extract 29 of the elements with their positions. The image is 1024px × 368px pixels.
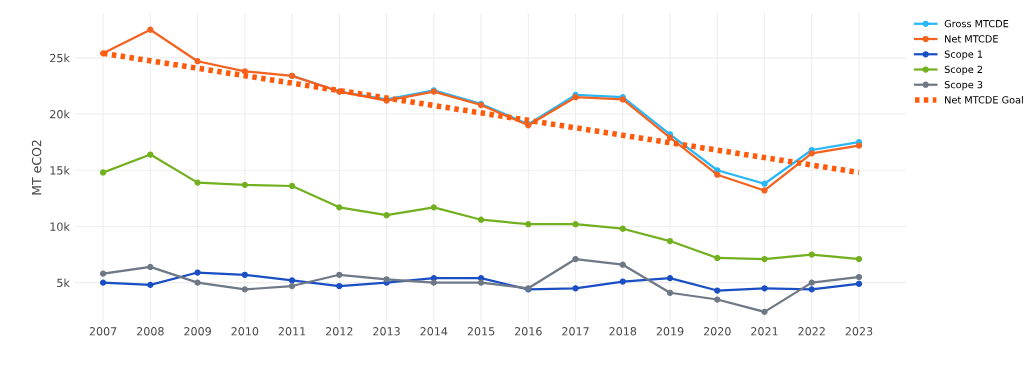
x-tick-label: 2017	[562, 327, 589, 336]
legend-label: Gross MTCDE	[944, 19, 1009, 28]
x-tick-label: 2015	[467, 327, 495, 336]
x-tick-label: 2021	[751, 327, 778, 336]
x-tick-label: 2008	[137, 327, 164, 336]
x-tick-label: 2013	[373, 327, 400, 336]
x-tick-label: 2012	[325, 327, 353, 336]
x-tick-label: 2007	[89, 327, 117, 336]
x-tick-label: 2019	[656, 327, 684, 336]
x-tick-label: 2022	[798, 327, 825, 336]
x-tick-label: 2009	[184, 327, 211, 336]
x-tick-label: 2020	[703, 327, 731, 336]
legend-label: Scope 2	[944, 65, 983, 75]
legend-label: Net MTCDE	[945, 35, 998, 43]
x-tick-label: 2010	[231, 327, 259, 336]
y-tick-label: 25k	[50, 53, 70, 63]
y-tick-label: 5k	[57, 278, 70, 288]
y-tick-label: 10k	[50, 222, 70, 231]
x-tick-label: 2018	[609, 327, 637, 336]
x-tick-label: 2023	[845, 327, 873, 336]
legend-label: Scope 1	[944, 50, 983, 60]
x-tick-label: 2016	[514, 327, 542, 336]
legend-label: Net MTCDE Goal	[945, 96, 1023, 104]
y-axis-title: MT eCO2	[31, 140, 42, 195]
x-tick-label: 2011	[278, 327, 306, 336]
x-tick-label: 2014	[420, 327, 448, 336]
y-tick-label: 15k	[50, 166, 70, 175]
y-tick-label: 20k	[50, 109, 70, 119]
legend-label: Scope 3	[944, 80, 983, 91]
